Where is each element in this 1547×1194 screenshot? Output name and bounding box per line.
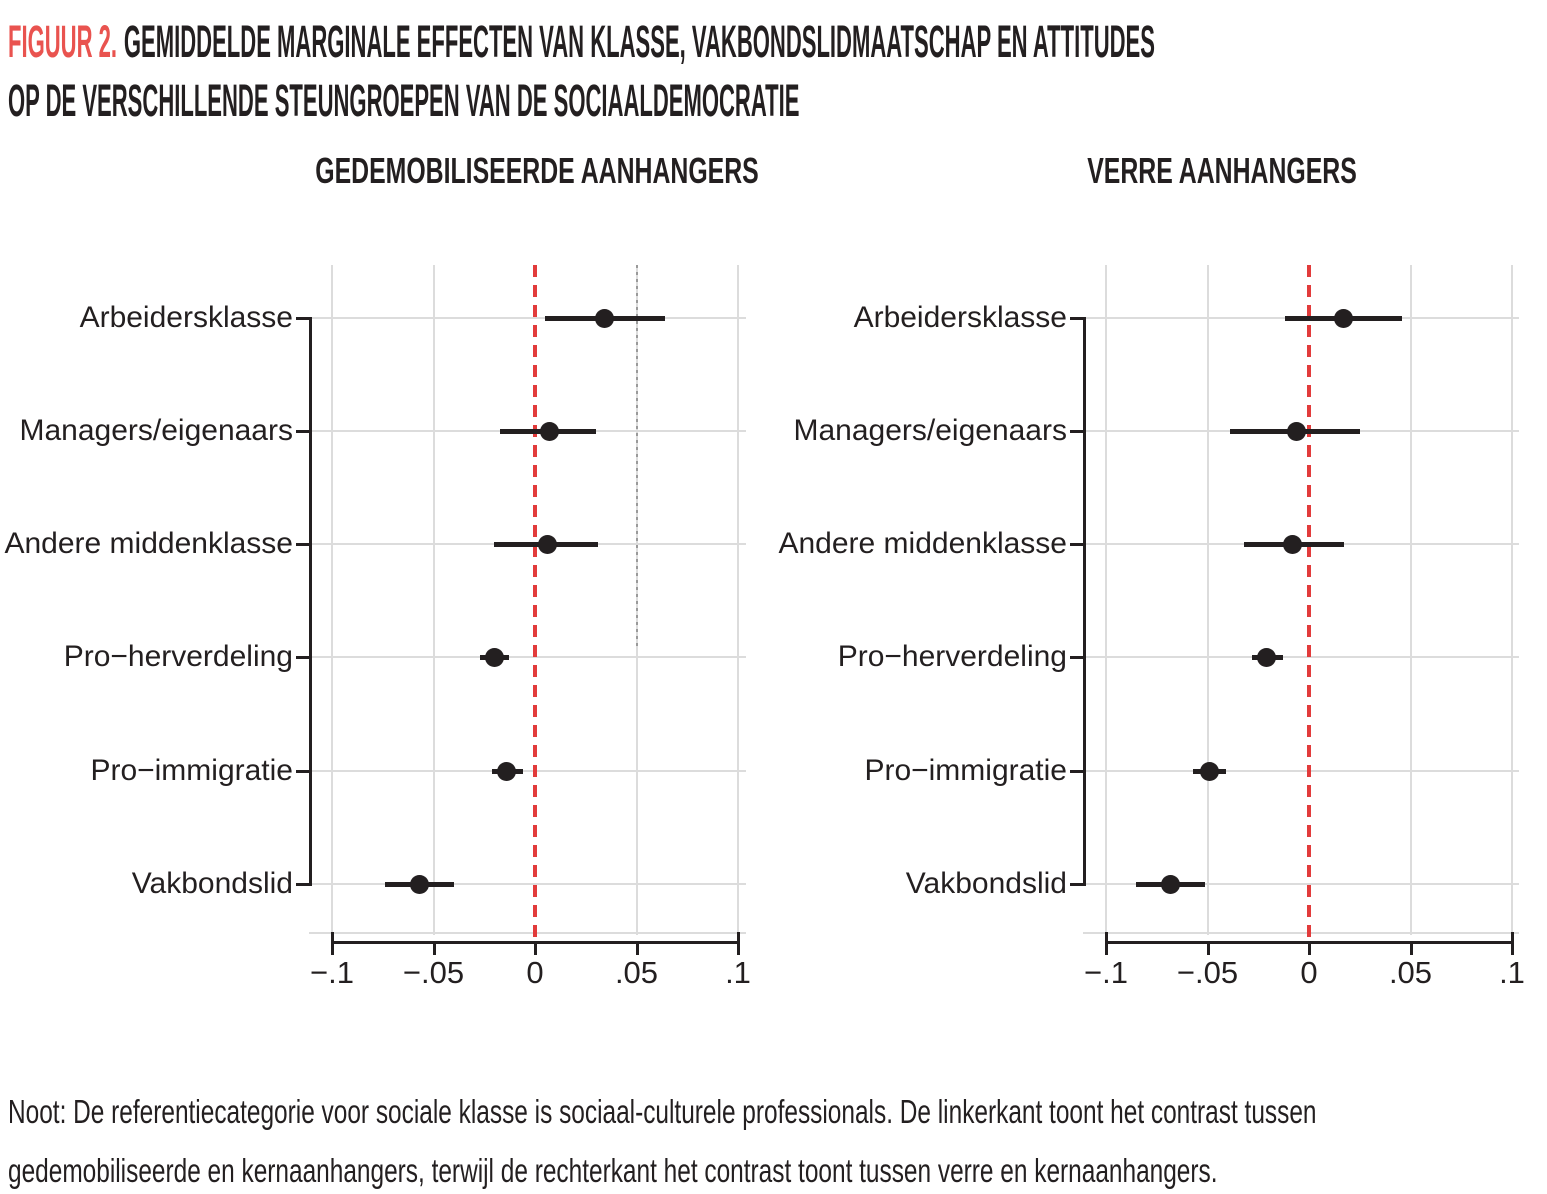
x-tick-label: −.1	[310, 955, 354, 990]
estimate-dot	[1256, 647, 1276, 667]
x-axis-endcap	[1511, 932, 1514, 941]
x-axis-line	[1105, 941, 1514, 944]
x-axis-tick	[1206, 944, 1210, 955]
h-gridline-bottom	[1083, 932, 1519, 934]
v-gridline	[1511, 265, 1513, 935]
x-axis-tick	[1308, 944, 1311, 955]
h-gridline	[309, 317, 746, 319]
v-gridline	[331, 265, 333, 935]
category-tick	[1070, 883, 1083, 886]
panel-title: GEDEMOBILISEERDE AANHANGERS	[315, 150, 759, 191]
category-tick	[296, 656, 309, 659]
estimate-dot	[594, 308, 614, 328]
category-tick	[1070, 317, 1083, 320]
x-axis-endcap	[737, 932, 740, 941]
category-tick	[1070, 430, 1083, 433]
x-tick-label: .1	[1499, 955, 1525, 990]
category-tick	[296, 883, 309, 886]
figure-note-line2: gedemobiliseerde en kernaanhangers, terw…	[8, 1152, 1218, 1189]
figure-title-line1: FIGUUR 2. GEMIDDELDE MARGINALE EFFECTEN V…	[8, 12, 1155, 71]
category-label: Pro−herverdeling	[837, 640, 1067, 673]
v-gridline	[737, 265, 739, 935]
x-axis-tick	[1511, 944, 1514, 955]
category-tick	[296, 317, 309, 320]
estimate-dot	[497, 761, 517, 781]
x-tick-label: 0	[526, 955, 544, 990]
category-tick	[296, 543, 309, 546]
h-gridline	[309, 883, 746, 885]
h-gridline	[309, 656, 746, 658]
h-gridline	[309, 770, 746, 772]
figure-title-line2: OP DE VERSCHILLENDE STEUNGROEPEN VAN DE …	[8, 75, 800, 126]
x-tick-label: .1	[725, 955, 751, 990]
x-axis-endcap	[331, 932, 334, 941]
category-label: Managers/eigenaars	[19, 414, 293, 447]
h-gridline-bottom	[309, 932, 746, 934]
estimate-dot	[1200, 761, 1220, 781]
y-axis-line	[309, 317, 312, 886]
estimate-dot	[537, 534, 557, 554]
estimate-dot	[1283, 534, 1303, 554]
category-tick	[1070, 770, 1083, 773]
category-tick	[1070, 656, 1083, 659]
estimate-dot	[1161, 874, 1181, 894]
category-label: Pro−immigratie	[90, 754, 293, 787]
x-axis-tick	[331, 944, 334, 955]
x-axis-tick	[432, 944, 436, 955]
x-axis-endcap	[1105, 932, 1108, 941]
estimate-dot	[539, 421, 559, 441]
h-gridline	[1083, 656, 1519, 658]
x-tick-label: .05	[1388, 955, 1433, 990]
v-gridline	[432, 265, 435, 935]
x-axis-tick	[1105, 944, 1108, 955]
h-gridline	[1083, 770, 1519, 772]
category-label: Pro−immigratie	[864, 754, 1067, 787]
estimate-dot	[409, 874, 429, 894]
y-axis-line	[1083, 317, 1086, 886]
category-tick	[296, 770, 309, 773]
x-tick-label: −.1	[1084, 955, 1128, 990]
estimate-dot	[1287, 421, 1307, 441]
category-label: Andere middenklasse	[778, 527, 1067, 560]
zero-reference-line	[1307, 265, 1311, 941]
figure-note: Noot: De referentiecategorie voor social…	[8, 1082, 1316, 1194]
h-gridline	[1083, 883, 1519, 885]
category-label: Vakbondslid	[905, 867, 1067, 900]
category-label: Pro−herverdeling	[63, 640, 293, 673]
category-label: Managers/eigenaars	[793, 414, 1067, 447]
v-gridline	[1409, 265, 1412, 935]
estimate-dot	[1334, 308, 1353, 328]
x-tick-label: 0	[1300, 955, 1318, 990]
x-axis-tick	[737, 944, 740, 955]
category-tick	[296, 430, 309, 433]
x-tick-label: −.05	[402, 955, 465, 990]
x-tick-label: −.05	[1176, 955, 1239, 990]
category-tick	[1070, 543, 1083, 546]
x-axis-tick	[1409, 944, 1413, 955]
figure-title: FIGUUR 2. GEMIDDELDE MARGINALE EFFECTEN V…	[8, 12, 1155, 130]
category-label: Arbeidersklasse	[853, 301, 1067, 334]
estimate-dot	[484, 647, 504, 667]
panel-title: VERRE AANHANGERS	[1087, 150, 1357, 191]
x-axis-tick	[534, 944, 537, 955]
dotted-guide-line	[635, 265, 638, 647]
x-tick-label: .05	[614, 955, 659, 990]
category-label: Andere middenklasse	[4, 527, 293, 560]
figure-number-label: FIGUUR 2.	[8, 16, 118, 67]
zero-reference-line	[533, 265, 537, 941]
x-axis-line	[331, 941, 740, 944]
figure-note-line1: Noot: De referentiecategorie voor social…	[8, 1093, 1317, 1130]
category-label: Arbeidersklasse	[79, 301, 293, 334]
x-axis-tick	[635, 944, 639, 955]
v-gridline	[1206, 265, 1209, 935]
v-gridline	[1105, 265, 1107, 935]
category-label: Vakbondslid	[131, 867, 293, 900]
figure-title-text-line1: GEMIDDELDE MARGINALE EFFECTEN VAN KLASSE…	[123, 16, 1155, 67]
